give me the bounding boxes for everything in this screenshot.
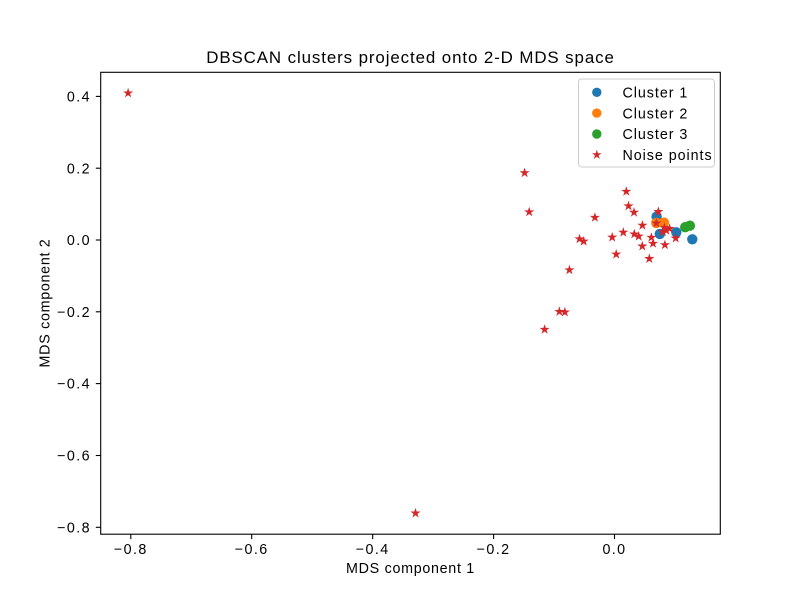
svg-text:MDS component 1: MDS component 1 <box>346 561 475 577</box>
svg-text:0.0: 0.0 <box>602 542 626 558</box>
svg-text:−0.8: −0.8 <box>114 542 148 558</box>
svg-text:0.0: 0.0 <box>67 233 91 249</box>
svg-text:−0.6: −0.6 <box>57 449 91 465</box>
svg-text:0.2: 0.2 <box>67 161 91 177</box>
svg-text:0.4: 0.4 <box>67 90 91 106</box>
svg-text:Cluster 1: Cluster 1 <box>623 86 689 102</box>
svg-text:−0.4: −0.4 <box>356 542 390 558</box>
svg-text:Noise points: Noise points <box>623 148 713 164</box>
svg-text:DBSCAN clusters projected onto: DBSCAN clusters projected onto 2-D MDS s… <box>206 48 615 67</box>
svg-text:−0.6: −0.6 <box>235 542 269 558</box>
svg-text:MDS component 2: MDS component 2 <box>37 239 53 368</box>
svg-text:−0.4: −0.4 <box>57 377 91 393</box>
svg-text:−0.2: −0.2 <box>57 305 91 321</box>
svg-text:Cluster 2: Cluster 2 <box>623 106 689 122</box>
svg-text:−0.8: −0.8 <box>57 520 91 536</box>
svg-text:Cluster 3: Cluster 3 <box>623 127 689 143</box>
svg-text:−0.2: −0.2 <box>477 542 511 558</box>
